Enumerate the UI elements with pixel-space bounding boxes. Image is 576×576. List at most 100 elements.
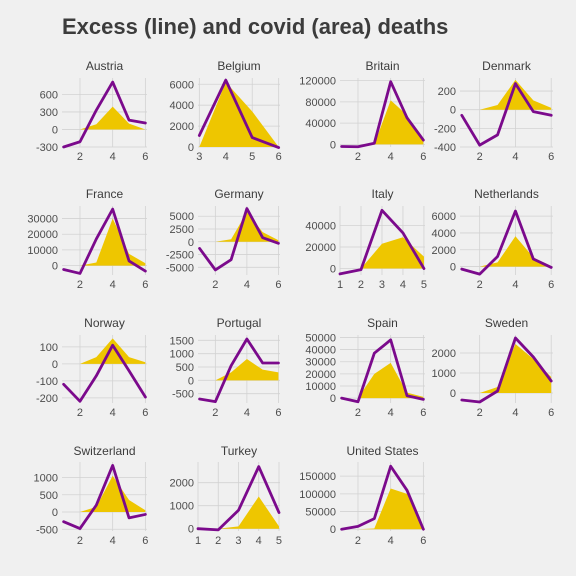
y-tick-label: 30000 — [27, 214, 58, 226]
panel-title: Portugal — [217, 316, 262, 330]
x-tick-label: 4 — [512, 279, 518, 291]
x-tick-label: 4 — [110, 279, 116, 291]
y-tick-label: -200 — [36, 393, 58, 405]
x-tick-label: 2 — [358, 279, 364, 291]
x-tick-label: 6 — [420, 407, 426, 419]
y-tick-label: 0 — [52, 359, 58, 371]
y-tick-label: 0 — [188, 375, 194, 387]
x-tick-label: 2 — [355, 535, 361, 547]
panel-title: United States — [346, 444, 418, 458]
excess-line — [198, 337, 280, 404]
y-tick-label: 0 — [330, 139, 336, 151]
y-tick-label: 150000 — [299, 471, 336, 483]
x-tick-label: 4 — [110, 535, 116, 547]
y-tick-label: 2000 — [170, 478, 194, 490]
x-tick-label: 4 — [110, 151, 116, 163]
y-tick-label: -400 — [434, 142, 456, 154]
excess-line — [62, 80, 147, 149]
excess-line — [62, 464, 147, 530]
x-tick-label: 1 — [337, 279, 343, 291]
y-tick-label: 0 — [188, 237, 194, 249]
y-tick-label: 50000 — [305, 507, 336, 519]
x-tick-label: 6 — [548, 279, 554, 291]
y-tick-label: -500 — [172, 389, 194, 401]
x-tick-label: 2 — [355, 407, 361, 419]
y-tick-label: 1000 — [170, 501, 194, 513]
y-tick-label: 80000 — [305, 97, 336, 109]
y-tick-label: 0 — [52, 507, 58, 519]
panel-sweden: Sweden 2 4 6 0 1000 2000 — [432, 316, 555, 419]
x-tick-label: 6 — [275, 407, 281, 419]
y-tick-label: 0 — [330, 393, 336, 405]
panel-switzerland: Switzerland 2 4 6 -500 0 500 1000 — [34, 444, 149, 547]
excess-line — [197, 78, 281, 149]
y-tick-label: 0 — [188, 524, 194, 536]
panel-italy: Italy 1 2 3 4 5 0 20000 40000 — [305, 187, 427, 291]
excess-line — [460, 82, 553, 147]
y-tick-label: 2000 — [170, 121, 194, 133]
y-tick-label: 4000 — [170, 100, 194, 112]
covid-area — [199, 82, 279, 147]
excess-line — [340, 80, 425, 149]
x-tick-label: 5 — [276, 535, 282, 547]
panel-title: Denmark — [482, 59, 532, 73]
y-tick-label: 120000 — [299, 76, 336, 88]
covid-area — [63, 475, 146, 513]
panel-title: Belgium — [217, 59, 260, 73]
y-tick-label: 0 — [450, 262, 456, 274]
x-tick-label: 4 — [400, 279, 406, 291]
x-tick-label: 2 — [212, 279, 218, 291]
x-tick-label: 5 — [249, 151, 255, 163]
y-tick-label: 100 — [40, 342, 58, 354]
x-tick-label: 2 — [77, 407, 83, 419]
x-tick-label: 1 — [195, 535, 201, 547]
y-tick-label: 5000 — [170, 211, 194, 223]
covid-area — [63, 338, 146, 364]
y-tick-label: 2500 — [170, 224, 194, 236]
y-tick-label: 500 — [176, 362, 194, 374]
y-tick-label: -500 — [36, 524, 58, 536]
excess-line — [62, 343, 147, 403]
panel-britain: Britain 2 4 6 0 40000 80000 120000 — [299, 59, 426, 163]
y-tick-label: 10000 — [305, 381, 336, 393]
y-tick-label: 0 — [330, 524, 336, 536]
y-tick-label: 40000 — [305, 220, 336, 232]
excess-line — [340, 338, 425, 404]
panel-title: Sweden — [485, 316, 528, 330]
y-tick-label: -100 — [36, 376, 58, 388]
y-tick-label: -2500 — [166, 250, 194, 262]
x-tick-label: 4 — [244, 407, 250, 419]
x-tick-label: 2 — [77, 535, 83, 547]
covid-area — [198, 496, 279, 529]
covid-area — [461, 236, 552, 267]
x-tick-label: 6 — [275, 279, 281, 291]
panel-title: Spain — [367, 316, 398, 330]
x-tick-label: 6 — [548, 151, 554, 163]
covid-area — [340, 237, 424, 269]
y-tick-label: 0 — [450, 388, 456, 400]
x-tick-label: 2 — [477, 407, 483, 419]
y-tick-label: -5000 — [166, 262, 194, 274]
x-tick-label: 6 — [548, 407, 554, 419]
panel-title: Britain — [365, 59, 399, 73]
x-tick-label: 6 — [420, 151, 426, 163]
x-tick-label: 2 — [77, 151, 83, 163]
y-tick-label: 6000 — [170, 79, 194, 91]
y-tick-label: 1500 — [170, 335, 194, 347]
y-tick-label: 1000 — [432, 368, 456, 380]
panel-france: France 2 4 6 0 10000 20000 30000 — [27, 187, 148, 291]
y-tick-label: 2000 — [432, 348, 456, 360]
y-tick-label: 200 — [438, 86, 456, 98]
x-tick-label: 4 — [388, 407, 394, 419]
x-tick-label: 4 — [244, 279, 250, 291]
x-tick-label: 2 — [212, 407, 218, 419]
x-tick-label: 2 — [355, 151, 361, 163]
x-tick-label: 4 — [110, 407, 116, 419]
covid-area — [63, 106, 146, 130]
x-tick-label: 6 — [276, 151, 282, 163]
x-tick-label: 4 — [388, 151, 394, 163]
x-tick-label: 4 — [512, 407, 518, 419]
